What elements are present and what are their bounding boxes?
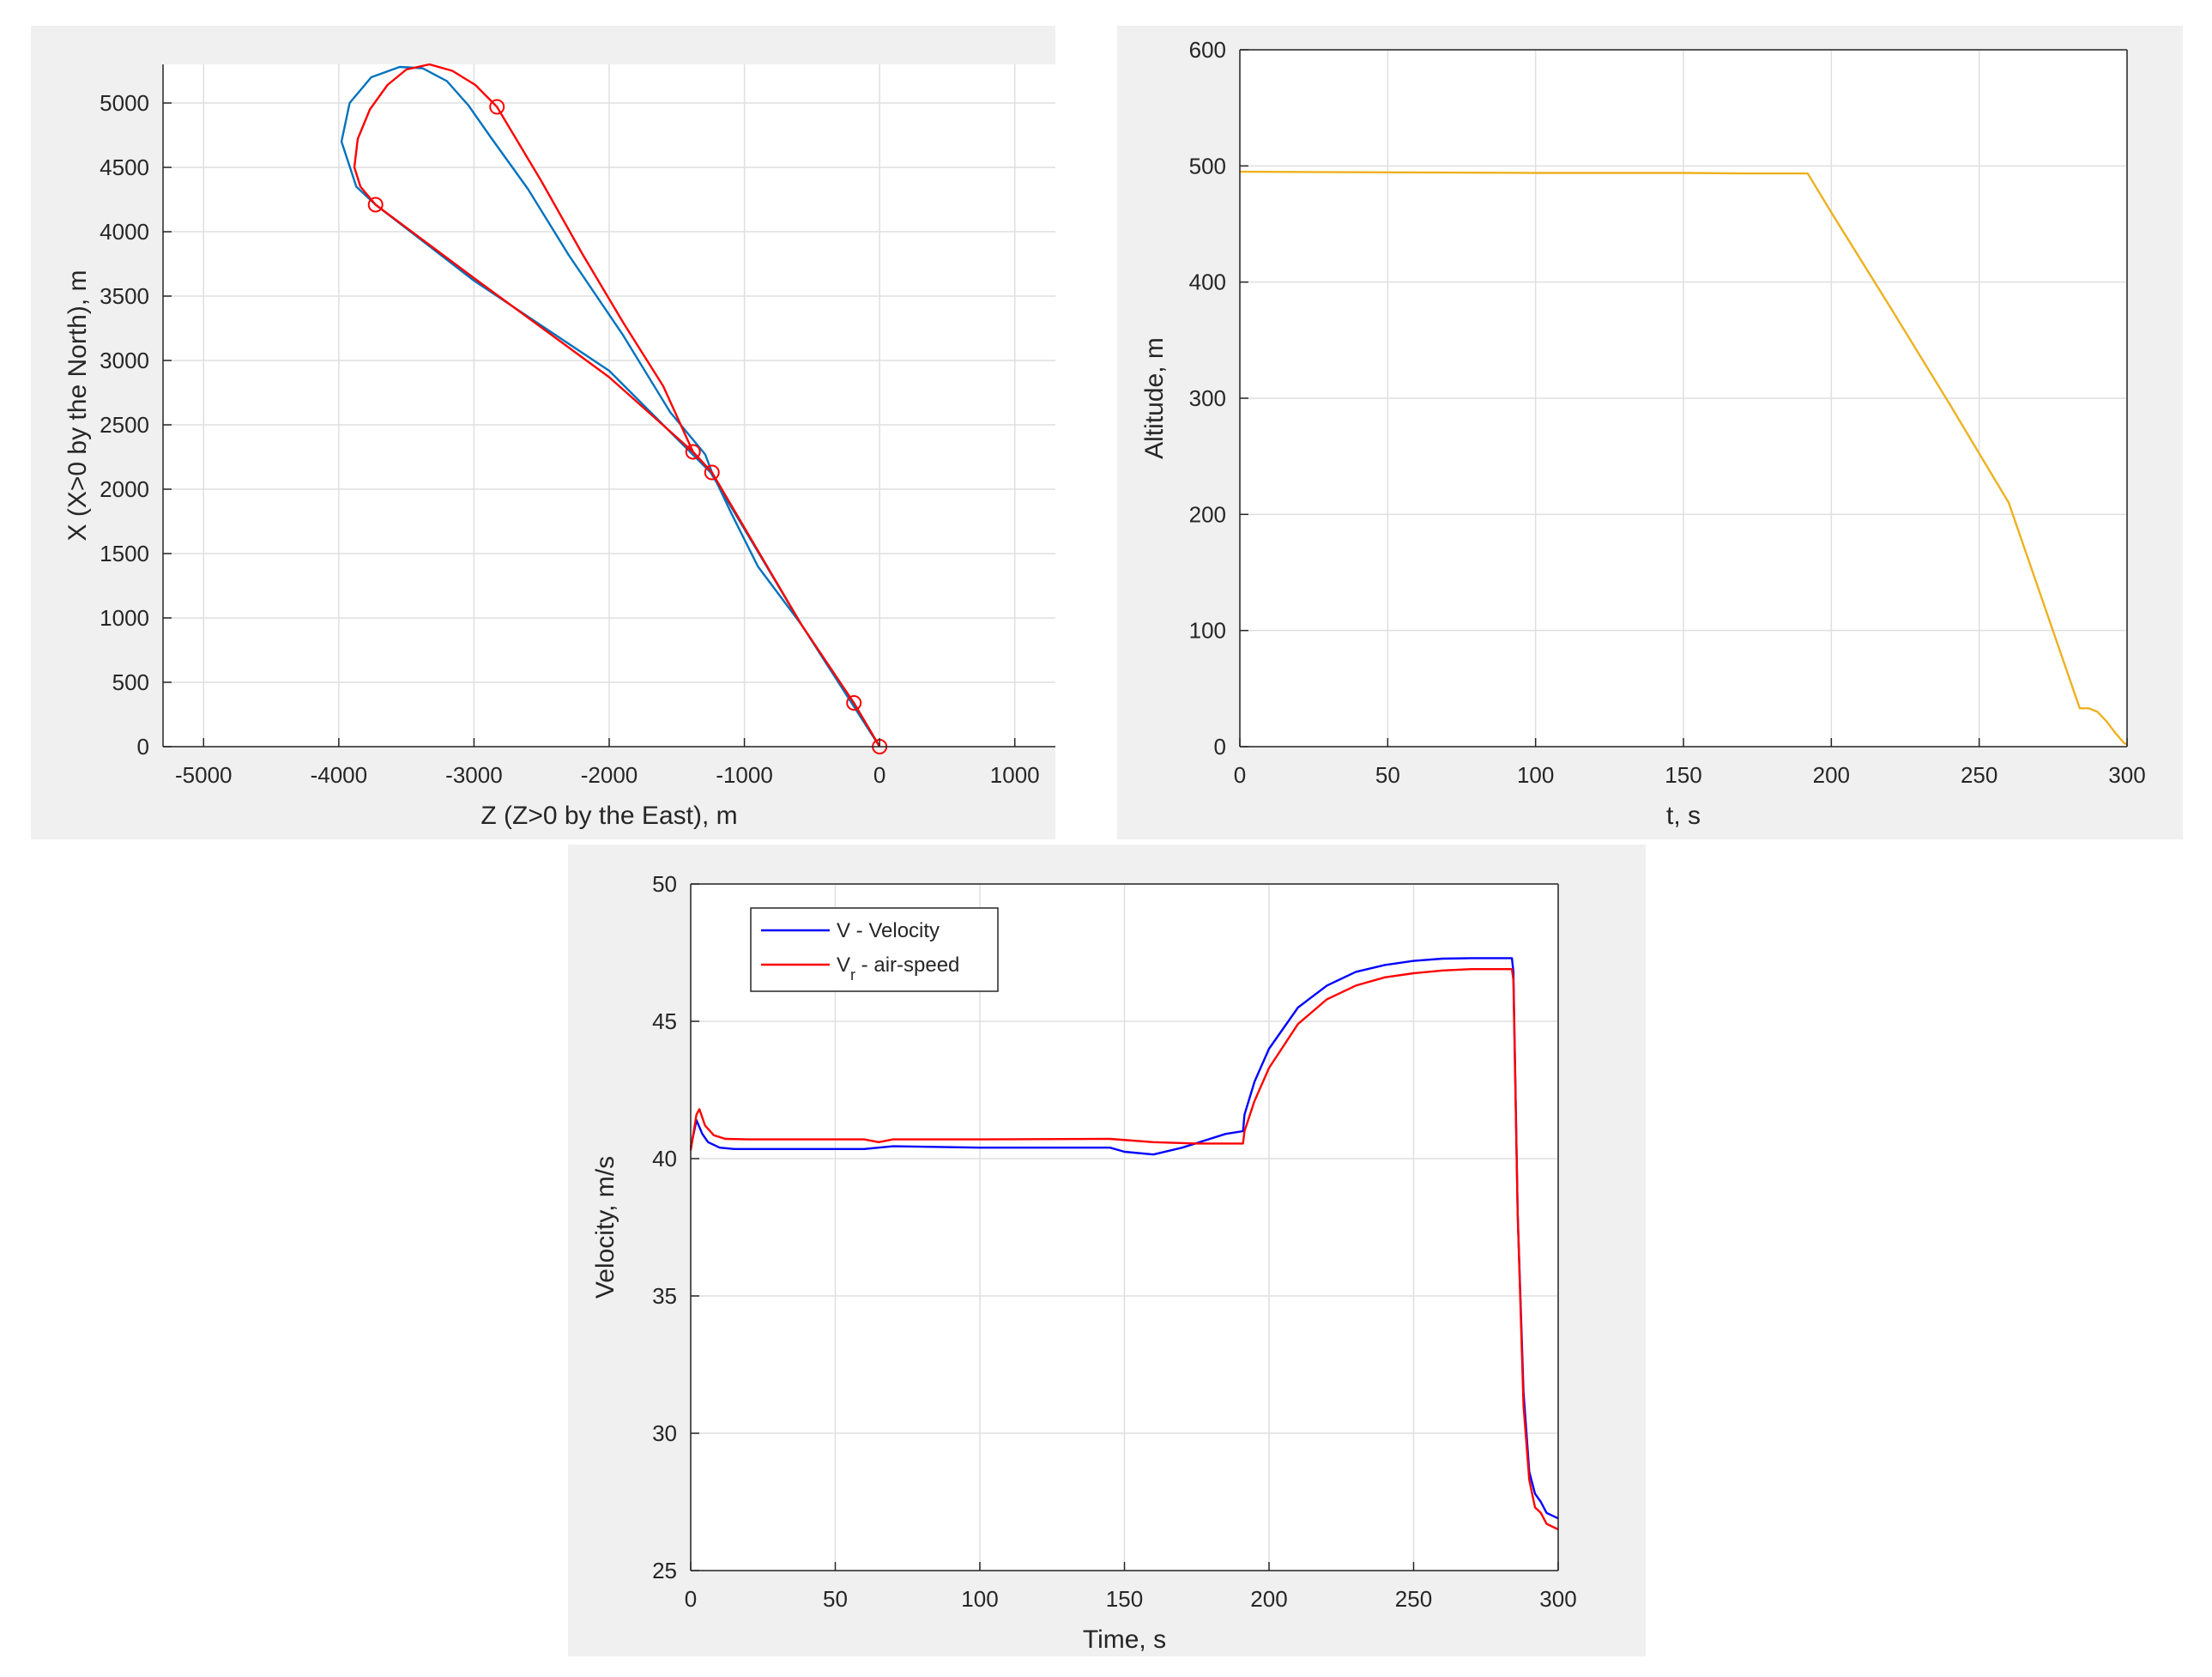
chart3-y-tick-label: 45 — [652, 1008, 677, 1034]
chart2-x-tick-label: 250 — [1961, 762, 1997, 788]
altitude-chart: 0 50 100 150 200 250 300 0 100 200 300 400 500 600 t, … — [1140, 37, 2146, 830]
chart3-y-tick-label: 40 — [652, 1146, 677, 1171]
chart1-x-tick-label: 0 — [873, 762, 885, 788]
legend-label-2: Vr - air-speed — [837, 954, 959, 984]
chart2-y-tick-label: 500 — [1189, 153, 1226, 179]
chart3-x-tick-label: 200 — [1250, 1586, 1287, 1612]
chart2-x-tick-label: 100 — [1517, 762, 1554, 788]
chart1-y-tick-label: 1000 — [100, 605, 149, 631]
chart1-y-tick-label: 2000 — [100, 476, 149, 502]
chart1-waypoint-marker — [685, 444, 701, 460]
chart3-y-axis-label: Velocity, m/s — [591, 1156, 619, 1299]
chart2-x-tick-label: 150 — [1665, 762, 1701, 788]
chart1-y-tick-label: 500 — [112, 669, 149, 695]
chart1-x-axis-label: Z (Z>0 by the East), m — [480, 802, 737, 830]
chart1-x-tick-label: -4000 — [311, 762, 368, 788]
chart3-x-tick-label: 300 — [1539, 1586, 1576, 1612]
chart3-series-line-2 — [689, 967, 1559, 1531]
chart1-waypoint-marker — [489, 99, 505, 115]
chart3-x-axis-label: Time, s — [1083, 1626, 1166, 1654]
chart2-x-tick-label: 0 — [1234, 762, 1246, 788]
chart3-y-tick-label: 30 — [652, 1420, 677, 1446]
chart1-y-axis-label: X (X>0 by the North), m — [63, 270, 92, 542]
chart2-y-tick-label: 600 — [1189, 37, 1226, 63]
chart1-y-tick-label: 0 — [137, 734, 149, 760]
chart1-x-tick-label: -1000 — [716, 762, 773, 788]
chart1-waypoint-marker — [367, 197, 384, 213]
chart1-x-tick-label: 1000 — [990, 762, 1040, 788]
chart3-legend: V - Velocity Vr - air-speed — [750, 907, 999, 992]
chart1-y-tick-label: 1500 — [100, 541, 149, 566]
chart2-series-line-1 — [1239, 170, 2128, 746]
chart1-y-tick-label: 2500 — [100, 412, 149, 438]
trajectory-chart: -5000 -4000 -3000 -2000 -1000 0 1000 0 500 1000 15… — [63, 63, 1055, 830]
chart1-y-tick-label: 3500 — [100, 283, 149, 309]
chart2-y-tick-label: 400 — [1189, 269, 1226, 295]
chart1-y-tick-label: 5000 — [100, 90, 149, 116]
chart1-x-tick-label: -2000 — [581, 762, 638, 788]
chart1-x-tick-label: -3000 — [445, 762, 503, 788]
velocity-chart: 0 50 100 150 200 250 300 25 30 35 40 45 50 Time, s Vel… — [591, 871, 1577, 1654]
chart1-x-tick-label: -5000 — [175, 762, 233, 788]
chart1-y-tick-label: 4000 — [100, 219, 149, 245]
chart3-y-tick-label: 50 — [652, 871, 677, 897]
chart1-waypoint-marker — [846, 695, 862, 711]
chart2-y-tick-label: 200 — [1189, 501, 1226, 527]
chart3-x-tick-label: 100 — [961, 1586, 998, 1612]
legend-box — [750, 907, 999, 992]
chart3-y-tick-label: 25 — [652, 1558, 677, 1583]
chart1-y-tick-label: 4500 — [100, 154, 149, 180]
chart1-series-line-2 — [353, 63, 881, 748]
chart3-x-tick-label: 250 — [1395, 1586, 1432, 1612]
chart2-x-tick-label: 300 — [2108, 762, 2145, 788]
chart2-y-tick-label: 300 — [1189, 385, 1226, 411]
chart2-y-tick-label: 0 — [1214, 734, 1226, 760]
chart2-x-axis-label: t, s — [1666, 802, 1701, 830]
chart3-x-tick-label: 50 — [823, 1586, 848, 1612]
trajectory-figure-panel: -5000 -4000 -3000 -2000 -1000 0 1000 0 500 1000 15… — [31, 26, 1055, 839]
velocity-figure-panel: 0 50 100 150 200 250 300 25 30 35 40 45 50 Time, s Vel… — [568, 845, 1646, 1656]
chart1-y-tick-label: 3000 — [100, 348, 149, 373]
chart2-y-axis-label: Altitude, m — [1140, 337, 1169, 459]
altitude-figure-panel: 0 50 100 150 200 250 300 0 100 200 300 400 500 600 t, … — [1117, 26, 2183, 839]
chart2-y-tick-label: 100 — [1189, 618, 1226, 644]
chart1-series-line-1 — [340, 65, 881, 748]
chart2-x-tick-label: 200 — [1813, 762, 1850, 788]
legend-label-1: V - Velocity — [837, 919, 940, 942]
chart3-x-tick-label: 0 — [685, 1586, 697, 1612]
chart3-x-tick-label: 150 — [1106, 1586, 1143, 1612]
chart3-y-tick-label: 35 — [652, 1283, 677, 1309]
chart2-x-tick-label: 50 — [1375, 762, 1400, 788]
chart1-waypoint-marker — [704, 464, 720, 481]
